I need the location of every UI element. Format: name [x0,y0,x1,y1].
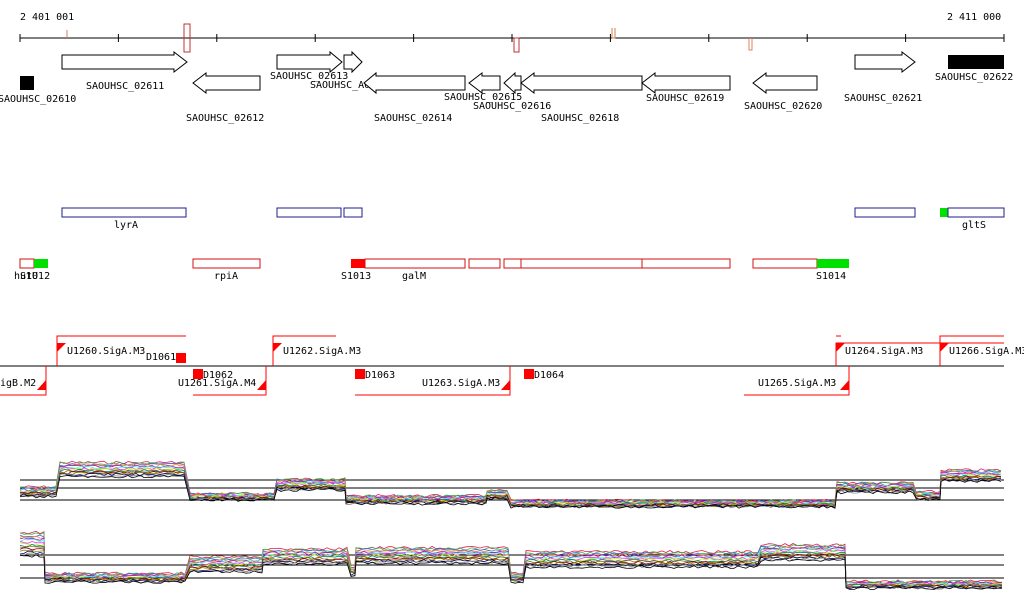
forward-feature-track: lyrA gltS [61,207,1005,231]
gene-arrow[interactable] [192,71,261,95]
promoter-flag [501,380,510,390]
expression-trace [19,474,1002,509]
gene-label: SAOUHSC_02610 [0,94,76,105]
gene-track: SAOUHSC_02610 SAOUHSC_02611 SAOUHSC_0261… [0,50,1013,124]
gene-arrow[interactable] [854,50,916,74]
gene-label: SAOUHSC_02612 [186,113,264,124]
promoter-label: U1261.SigA.M4 [178,378,256,389]
terminator-block[interactable] [524,369,534,379]
ruler-marker [183,23,191,53]
expression-trace [19,554,1003,591]
expression-panel-reverse [19,530,1004,591]
gene-arrow[interactable] [61,50,188,74]
gene-label: SAOUHSC_02615 [444,92,522,103]
reverse-feature[interactable] [19,258,35,269]
terminator-label: D1063 [365,370,395,381]
promoter-label: U1260.SigA.M3 [67,346,145,357]
gene-arrow[interactable] [520,71,643,95]
reverse-feature[interactable] [503,258,522,269]
gene-label: SAOUHSC_02620 [744,101,822,112]
promoter-segment[interactable] [355,366,511,396]
gene-arrow[interactable] [276,50,343,74]
gene-label: SAOUHSC_02622 [935,72,1013,83]
promoter-label: U1263.SigA.M3 [422,378,500,389]
promoter-segment[interactable] [939,335,1004,366]
promoter-flag [840,380,849,390]
promoter-flag [257,380,266,390]
srna-label: S1014 [816,271,846,282]
terminator-block[interactable] [193,369,203,379]
gene-arrow[interactable] [468,71,501,95]
promoter-label: U1266.SigA.M3 [949,346,1024,357]
gene-label: SAOUHSC_A02483 [310,80,394,91]
reverse-feature[interactable] [641,258,731,269]
promoter-segment[interactable] [272,335,336,366]
gene-box[interactable] [948,55,1004,69]
forward-feature[interactable] [854,207,916,218]
gene-label: SAOUHSC_02618 [541,113,619,124]
srna-label: S1012 [20,271,50,282]
terminator-label: D1061 [146,352,176,363]
promoter-segment[interactable] [0,366,47,396]
ruler-marker [611,28,616,39]
promoter-label: U1262.SigA.M3 [283,346,361,357]
ruler-marker [748,38,753,51]
gene-arrow[interactable] [641,71,731,95]
srna-block[interactable] [351,259,365,268]
promoter-flag [57,343,66,352]
terminator-label: D1062 [203,370,233,381]
scale-start-label: 2 401 001 [20,12,75,23]
forward-feature[interactable] [276,207,342,218]
forward-feature[interactable] [61,207,187,218]
promoter-flag [273,343,282,352]
gene-name-label: lyrA [114,220,138,231]
gene-name-label: rpiA [214,271,238,282]
ruler-marker [513,37,520,53]
gene-label: SAOUHSC_02616 [473,101,551,112]
reverse-feature[interactable] [468,258,501,269]
terminator-block[interactable] [176,353,186,363]
terminator-block[interactable] [355,369,365,379]
promoter-segment[interactable] [56,335,186,366]
transcription-unit-track: SigB.M2 U1260.SigA.M3 D1061 D1062 U1261.… [0,335,1024,396]
promoter-label: U1265.SigA.M3 [758,378,836,389]
gene-name-label: galM [402,271,426,282]
srna-block[interactable] [34,259,48,268]
promoter-flag [37,380,46,390]
promoter-flag [940,343,949,352]
gene-arrow[interactable] [752,71,818,95]
gene-label: SAOUHSC_02614 [374,113,452,124]
reverse-feature[interactable] [520,258,643,269]
promoter-flag [836,343,845,352]
coordinate-ruler [19,23,1005,53]
reverse-feature[interactable] [192,258,261,269]
forward-feature[interactable] [343,207,363,218]
gene-arrow[interactable] [363,71,466,95]
srna-block[interactable] [940,208,948,217]
srna-label: S1013 [341,271,371,282]
gene-label: SAOUHSC_02621 [844,93,922,104]
forward-feature[interactable] [947,207,1005,218]
gene-name-label: gltS [962,220,986,231]
promoter-segment[interactable] [193,366,267,396]
gene-arrow[interactable] [503,71,522,95]
reverse-feature-track: hutU S1012 rpiA S1013 galM S1014 [14,258,849,282]
scale-end-label: 2 411 000 [947,12,1002,23]
gene-box[interactable] [20,76,34,90]
promoter-label: SigB.M2 [0,378,36,389]
reverse-feature[interactable] [752,258,818,269]
gene-label: SAOUHSC_02611 [86,81,164,92]
promoter-segment[interactable] [744,366,850,396]
promoter-label: U1264.SigA.M3 [845,346,923,357]
gene-label: SAOUHSC_02619 [646,93,724,104]
gene-name-label: hutU [14,271,38,282]
terminator-label: D1064 [534,370,564,381]
gene-label: SAOUHSC_02613 [270,71,348,82]
srna-block[interactable] [817,259,849,268]
reverse-feature[interactable] [364,258,466,269]
expression-panel-forward [19,460,1004,509]
gene-arrow[interactable] [343,50,363,74]
